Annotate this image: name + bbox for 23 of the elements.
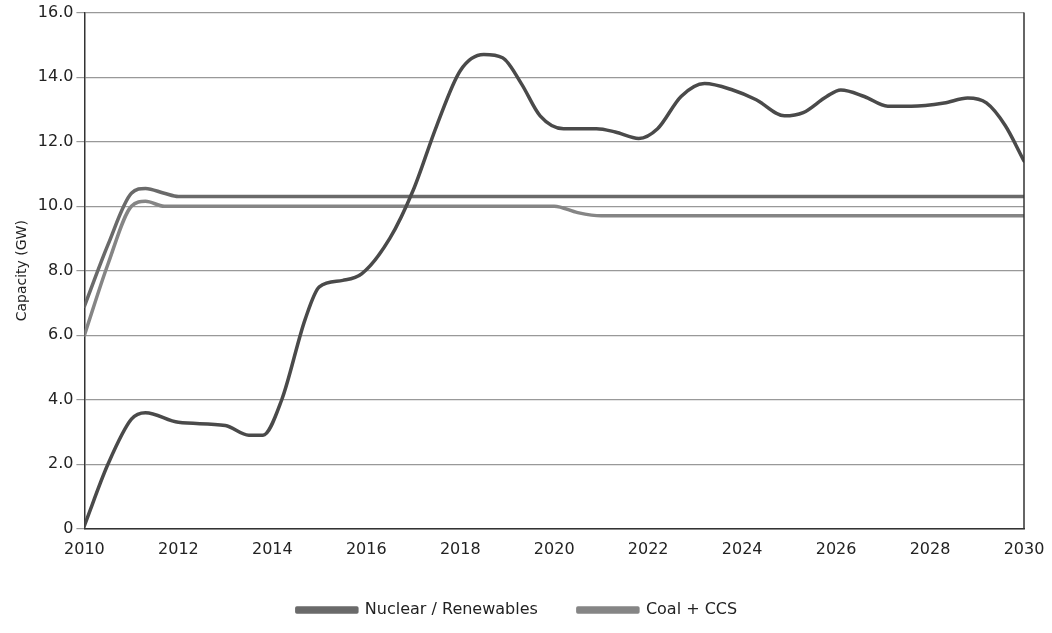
y-tick-label: 14.0	[37, 66, 74, 86]
x-tick-label: 2024	[721, 538, 763, 558]
y-tick-label: 10.0	[37, 195, 74, 215]
y-tick-label: 2.0	[47, 453, 74, 473]
x-tick-label: 2020	[533, 538, 575, 558]
y-tick-label: 12.0	[37, 130, 74, 150]
x-tick-label: 2022	[627, 538, 669, 558]
x-tick-label: 2030	[1003, 538, 1045, 558]
x-tick-label: 2018	[439, 538, 481, 558]
x-tick-label: 2016	[345, 538, 387, 558]
x-tick-label: 2028	[909, 538, 951, 558]
legend-label: Coal + CCS	[645, 599, 738, 619]
y-tick-label: 16.0	[37, 1, 74, 21]
y-axis-title: Capacity (GW)	[13, 220, 30, 322]
x-tick-label: 2010	[64, 538, 105, 558]
y-tick-label: 4.0	[47, 388, 74, 408]
x-tick-label: 2012	[158, 538, 199, 558]
x-tick-label: 2026	[815, 538, 857, 558]
y-tick-label: 0	[63, 517, 74, 537]
y-tick-label: 6.0	[47, 324, 74, 344]
legend-label: Nuclear / Renewables	[364, 599, 538, 619]
x-tick-label: 2014	[251, 538, 293, 558]
y-tick-label: 8.0	[47, 259, 74, 279]
